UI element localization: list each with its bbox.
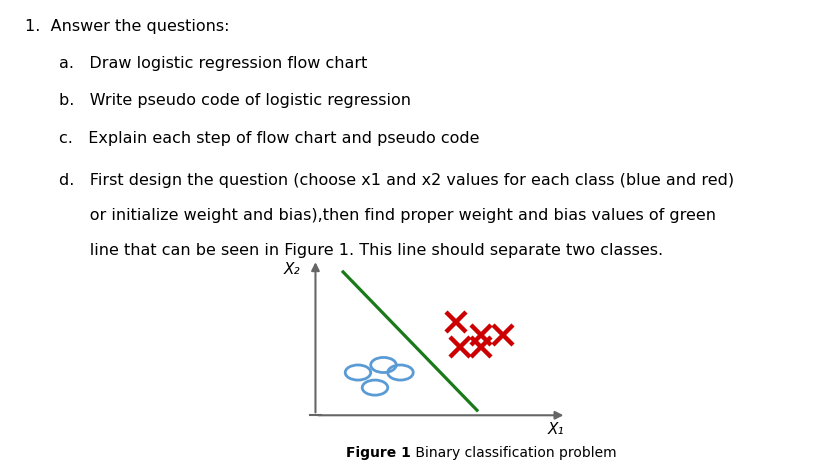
Text: a.   Draw logistic regression flow chart: a. Draw logistic regression flow chart — [59, 56, 367, 71]
Text: b.   Write pseudo code of logistic regression: b. Write pseudo code of logistic regress… — [59, 93, 411, 108]
Text: d.   First design the question (choose x1 and x2 values for each class (blue and: d. First design the question (choose x1 … — [59, 173, 734, 188]
Text: Figure 1: Figure 1 — [347, 446, 411, 460]
Text: or initialize weight and bias),then find proper weight and bias values of green: or initialize weight and bias),then find… — [59, 208, 716, 223]
Text: X₂: X₂ — [284, 262, 300, 277]
Text: 1.  Answer the questions:: 1. Answer the questions: — [25, 19, 230, 34]
Text: line that can be seen in Figure 1. This line should separate two classes.: line that can be seen in Figure 1. This … — [59, 243, 663, 258]
Text: X₁: X₁ — [547, 422, 564, 437]
Text: Binary classification problem: Binary classification problem — [411, 446, 617, 460]
Text: c.   Explain each step of flow chart and pseudo code: c. Explain each step of flow chart and p… — [59, 131, 479, 146]
